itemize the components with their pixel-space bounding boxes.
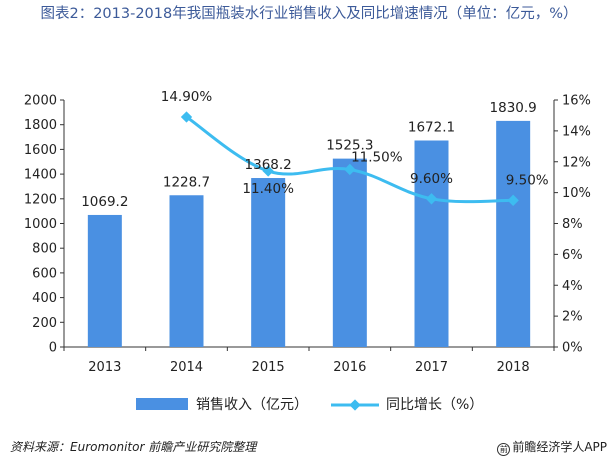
x-tick-label: 2017 (415, 360, 448, 375)
publisher-name: 前瞻经济学人APP (512, 440, 607, 454)
publisher-logo: 前前瞻经济学人APP (497, 438, 607, 456)
y-left-tick-label: 600 (32, 266, 57, 281)
y-left-tick-label: 1200 (24, 192, 57, 207)
y-left-tick-label: 1600 (24, 143, 57, 158)
legend-bar-swatch (136, 398, 188, 410)
legend: 销售收入（亿元） 同比增长（%） (136, 397, 483, 413)
bar-value-label: 1228.7 (163, 174, 210, 190)
y-right-tick-label: 14% (562, 124, 591, 139)
bar-value-label: 1525.3 (326, 138, 373, 154)
bar (169, 195, 204, 347)
x-tick-label: 2014 (170, 360, 203, 375)
y-right-tick-label: 10% (562, 186, 591, 201)
x-tick-label: 2015 (252, 360, 285, 375)
legend-bar-label: 销售收入（亿元） (196, 397, 308, 413)
y-left-tick-label: 0 (49, 341, 57, 356)
y-right-tick-label: 6% (562, 248, 583, 263)
bar (496, 120, 531, 347)
line-point (262, 165, 274, 177)
line-point (425, 193, 438, 205)
bar-value-label: 1830.9 (490, 100, 537, 116)
qianzhan-logo-icon: 前 (497, 443, 511, 456)
line-value-label: 14.90% (161, 89, 213, 105)
y-left-tick-label: 2000 (24, 94, 57, 109)
bar (414, 140, 449, 347)
y-left-tick-label: 1000 (24, 217, 57, 232)
y-left-tick-label: 1800 (24, 118, 57, 133)
data-labels: 1069.2 1228.7 1368.2 1525.3 1672.1 1830.9 14.9… (81, 89, 549, 210)
bar-series (87, 120, 531, 347)
line-value-label: 9.60% (410, 171, 453, 187)
bar (251, 178, 286, 347)
y-left-tick-label: 1400 (24, 168, 57, 183)
y-right-tick-label: 4% (562, 279, 583, 294)
y-right-tick-label: 12% (562, 155, 591, 170)
y-left-tick-label: 800 (32, 242, 57, 257)
x-tick-label: 2016 (333, 360, 366, 375)
x-tick-label: 2013 (88, 360, 121, 375)
bar-value-label: 1368.2 (245, 157, 292, 173)
line-point (344, 163, 356, 176)
y-left-tick-label: 200 (32, 316, 57, 331)
x-tick-label: 2018 (497, 360, 530, 375)
y-left-tick-label: 400 (32, 291, 57, 306)
source-note: 资料来源：Euromonitor 前瞻产业研究院整理 (10, 440, 257, 454)
legend-line-marker (349, 399, 361, 411)
line-series (180, 111, 519, 207)
y-right-tick-label: 16% (562, 94, 591, 109)
chart-axes: 0 200 400 600 800 1000 1200 1400 1600 1800 2000 0% 2… (24, 94, 591, 376)
line-value-label: 11.50% (351, 149, 403, 165)
bar (332, 158, 367, 347)
legend-line-label: 同比增长（%） (386, 397, 483, 413)
y-right-tick-label: 8% (562, 217, 583, 232)
bar-value-label: 1672.1 (408, 119, 455, 135)
bar (87, 214, 122, 347)
chart-title: 图表2：2013-2018年我国瓶装水行业销售收入及同比增速情况（单位：亿元，%… (40, 6, 578, 22)
y-right-tick-label: 2% (562, 310, 583, 325)
line-value-label: 11.40% (242, 181, 294, 197)
line-value-label: 9.50% (506, 172, 549, 188)
bar-value-label: 1069.2 (81, 194, 128, 210)
y-right-tick-label: 0% (562, 341, 583, 356)
